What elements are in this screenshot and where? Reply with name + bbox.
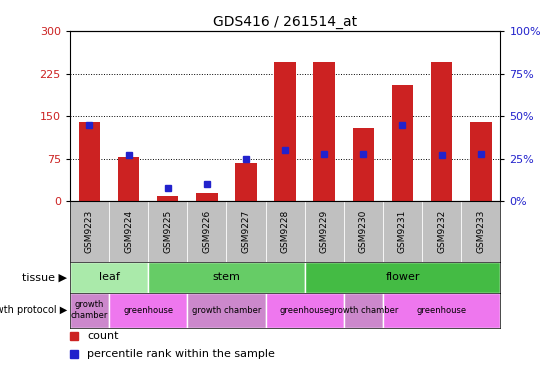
Bar <box>266 293 344 328</box>
Bar <box>274 62 296 201</box>
Text: growth chamber: growth chamber <box>192 306 261 315</box>
Bar <box>196 193 217 201</box>
Text: GSM9230: GSM9230 <box>359 210 368 253</box>
Bar <box>235 163 257 201</box>
Bar <box>70 262 148 293</box>
Text: stem: stem <box>212 272 240 282</box>
Bar <box>431 62 452 201</box>
Text: GSM9223: GSM9223 <box>85 210 94 253</box>
Text: growth protocol ▶: growth protocol ▶ <box>0 305 67 315</box>
Text: growth chamber: growth chamber <box>329 306 398 315</box>
Bar <box>79 122 100 201</box>
Bar <box>187 293 266 328</box>
Bar <box>109 293 187 328</box>
Text: GSM9232: GSM9232 <box>437 210 446 253</box>
Bar <box>148 262 305 293</box>
Text: GSM9231: GSM9231 <box>398 210 407 253</box>
Text: greenhouse: greenhouse <box>416 306 467 315</box>
Text: GSM9225: GSM9225 <box>163 210 172 253</box>
Text: greenhouse: greenhouse <box>123 306 173 315</box>
Text: GSM9226: GSM9226 <box>202 210 211 253</box>
Text: growth
chamber: growth chamber <box>71 300 108 320</box>
Text: percentile rank within the sample: percentile rank within the sample <box>87 349 275 359</box>
Bar <box>314 62 335 201</box>
Text: GSM9228: GSM9228 <box>281 210 290 253</box>
Bar <box>70 293 109 328</box>
Text: greenhouse: greenhouse <box>280 306 330 315</box>
Text: GSM9227: GSM9227 <box>241 210 250 253</box>
Bar <box>392 85 413 201</box>
Bar <box>383 293 500 328</box>
Bar <box>344 293 383 328</box>
Text: GSM9233: GSM9233 <box>476 210 485 253</box>
Title: GDS416 / 261514_at: GDS416 / 261514_at <box>213 15 357 29</box>
Bar <box>353 127 374 201</box>
Bar <box>157 195 178 201</box>
Text: flower: flower <box>385 272 420 282</box>
Text: GSM9224: GSM9224 <box>124 210 133 253</box>
Bar <box>305 262 500 293</box>
Text: GSM9229: GSM9229 <box>320 210 329 253</box>
Bar <box>470 122 491 201</box>
Text: count: count <box>87 331 119 341</box>
Bar <box>118 157 139 201</box>
Text: leaf: leaf <box>98 272 120 282</box>
Text: tissue ▶: tissue ▶ <box>22 272 67 282</box>
